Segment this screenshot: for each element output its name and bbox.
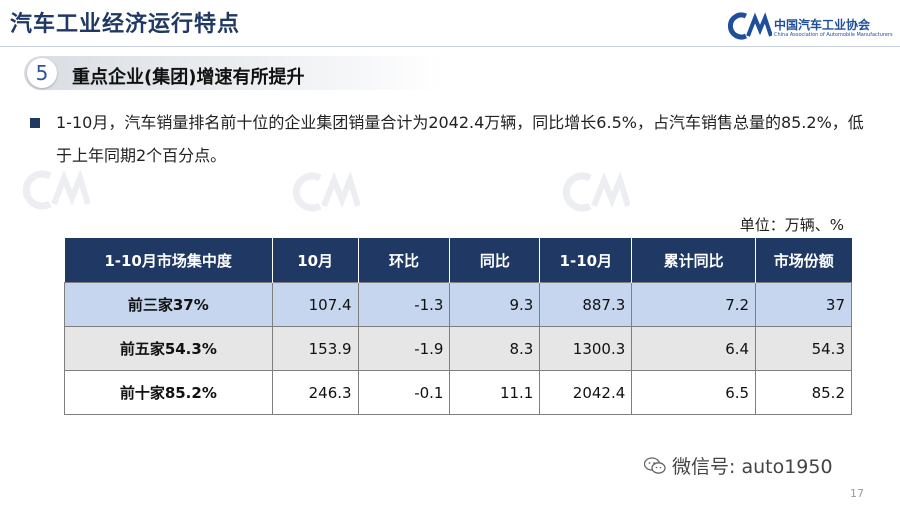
table-row: 前十家85.2% 246.3 -0.1 11.1 2042.4 6.5 85.2 xyxy=(64,370,852,415)
bullet-square-icon xyxy=(30,118,40,128)
table-cell: 11.1 xyxy=(449,370,541,415)
table-cell: 85.2 xyxy=(755,370,852,415)
caam-logo: 中国汽车工业协会 China Association of Automobile… xyxy=(728,12,893,42)
logo-english-name: China Association of Automobile Manufact… xyxy=(774,32,893,38)
header-cell: 同比 xyxy=(449,238,540,283)
header-cell: 1-10月 xyxy=(539,238,632,283)
summary-paragraph: 1-10月，汽车销量排名前十位的企业集团销量合计为2042.4万辆，同比增长6.… xyxy=(56,113,864,165)
wechat-icon xyxy=(644,457,666,474)
watermark-logo-icon xyxy=(22,170,90,210)
wechat-label: 微信号: auto1950 xyxy=(672,456,833,478)
table-row: 前五家54.3% 153.9 -1.9 8.3 1300.3 6.4 54.3 xyxy=(64,326,852,371)
section-number: 5 xyxy=(27,58,57,88)
table-cell: 153.9 xyxy=(271,326,359,371)
header-cell: 10月 xyxy=(271,238,359,283)
header-cell: 环比 xyxy=(357,238,450,283)
table-cell: 2042.4 xyxy=(539,370,633,415)
caam-logo-icon xyxy=(728,12,772,40)
table-cell: 1300.3 xyxy=(539,326,633,371)
table-cell: 7.2 xyxy=(631,282,757,327)
table-cell: 37 xyxy=(755,282,852,327)
concentration-table: 1-10月市场集中度 10月 环比 同比 1-10月 累计同比 市场份额 前三家… xyxy=(64,238,852,415)
table-cell: 6.5 xyxy=(631,370,757,415)
section-banner xyxy=(24,56,444,90)
table-cell: 887.3 xyxy=(539,282,633,327)
table-cell: 6.4 xyxy=(631,326,757,371)
table-cell: 9.3 xyxy=(449,282,541,327)
header-cell: 1-10月市场集中度 xyxy=(64,238,273,283)
header-cell: 市场份额 xyxy=(755,238,852,283)
watermark-logo-icon xyxy=(562,172,630,212)
section-title: 重点企业(集团)增速有所提升 xyxy=(72,67,305,88)
row-label: 前十家85.2% xyxy=(64,370,273,415)
table-cell: -0.1 xyxy=(357,370,451,415)
watermark-logo-icon xyxy=(292,172,360,212)
table-cell: -1.3 xyxy=(357,282,451,327)
table-cell: 246.3 xyxy=(271,370,359,415)
table-cell: 107.4 xyxy=(271,282,359,327)
logo-chinese-name: 中国汽车工业协会 xyxy=(774,18,871,32)
page-number: 17 xyxy=(850,487,864,500)
table-row: 前三家37% 107.4 -1.3 9.3 887.3 7.2 37 xyxy=(64,282,852,327)
unit-note: 单位：万辆、% xyxy=(739,216,844,234)
header-cell: 累计同比 xyxy=(631,238,756,283)
table-cell: -1.9 xyxy=(357,326,451,371)
slide-title: 汽车工业经济运行特点 xyxy=(10,12,241,37)
row-label: 前五家54.3% xyxy=(64,326,273,371)
row-label: 前三家37% xyxy=(64,282,273,327)
wechat-id: 微信号: auto1950 xyxy=(644,452,833,479)
table-cell: 8.3 xyxy=(449,326,541,371)
table-header-row: 1-10月市场集中度 10月 环比 同比 1-10月 累计同比 市场份额 xyxy=(64,238,852,283)
header-divider xyxy=(0,46,900,47)
table-cell: 54.3 xyxy=(755,326,852,371)
